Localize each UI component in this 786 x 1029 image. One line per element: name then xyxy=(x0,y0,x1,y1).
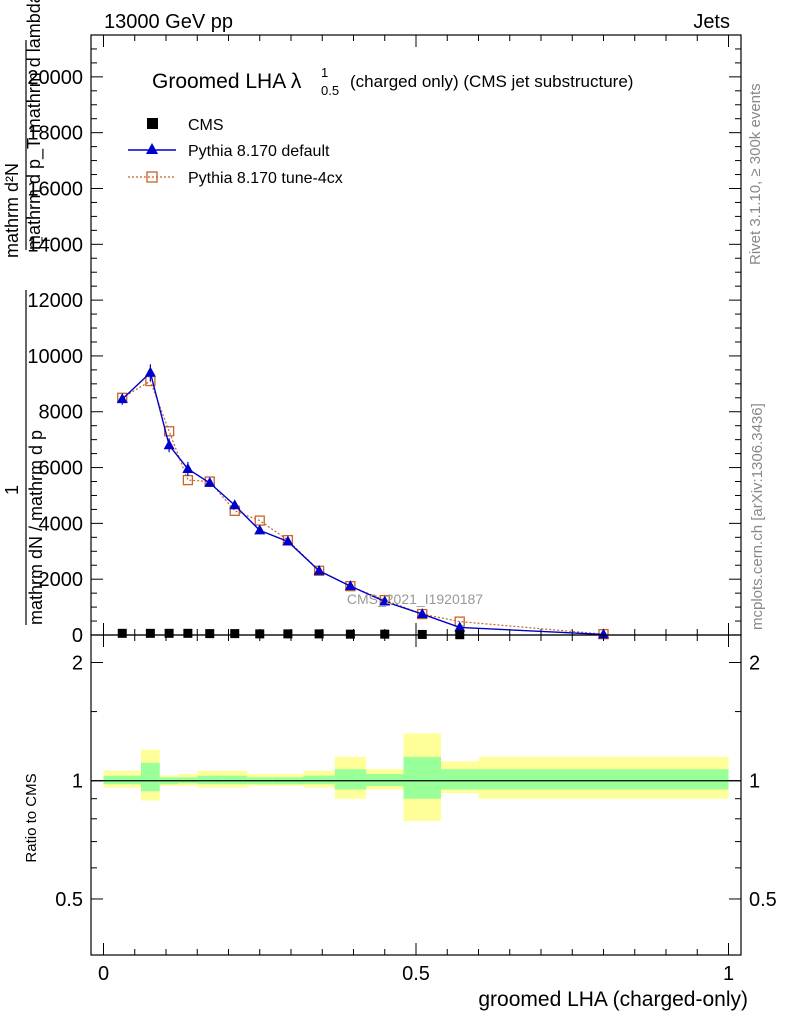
series-tune-point-2 xyxy=(163,426,175,437)
ratio-band-inner-1 xyxy=(141,762,160,792)
series-cms-point-8 xyxy=(314,629,324,639)
legend-label-tune: Pythia 8.170 tune-4cx xyxy=(188,170,343,187)
main-panel: 0 2000 4000 6000 8000 10000 12000 14000 16000 180… xyxy=(27,34,742,647)
series-cms-point-1 xyxy=(145,628,155,638)
series-default-point-13 xyxy=(598,628,609,639)
ratio-band-inner-13 xyxy=(478,769,729,790)
legend-label-cms: CMS xyxy=(188,117,224,134)
ratio-band-inner-0 xyxy=(103,775,141,785)
series-default-point-12 xyxy=(454,621,466,632)
y-tick-label-9: 18000 xyxy=(27,123,83,145)
title-sub: 0.5 xyxy=(321,83,339,98)
x-tick-label-0: 0 xyxy=(98,963,109,985)
ylabel-top: mathrm d²N xyxy=(2,163,22,258)
header-right: Jets xyxy=(693,11,730,33)
y-tick-label-4: 8000 xyxy=(39,402,84,424)
header-left: 13000 GeV pp xyxy=(104,11,233,33)
y-tick-label-7: 14000 xyxy=(27,234,83,256)
ratio-band-inner-8 xyxy=(303,775,335,785)
ratio-band-inner-12 xyxy=(441,769,479,790)
ylabel-bottom: mathrm d p_T mathrm d lambda xyxy=(24,0,45,250)
title-sup: 1 xyxy=(321,65,328,80)
ratio-panel: 0 0.5 1 0.5 0.5 1 1 2 2 xyxy=(55,634,777,985)
watermark: CMS_2021_I1920187 xyxy=(347,591,483,607)
y-tick-label-5: 10000 xyxy=(27,346,83,368)
series-default-point-5 xyxy=(229,499,241,510)
ylabel-sub: T xyxy=(39,236,53,244)
series-default-point-2 xyxy=(163,439,175,450)
series-cms-point-6 xyxy=(255,629,265,639)
title-main: Groomed LHA xyxy=(152,70,291,93)
series-cms-point-2 xyxy=(164,628,174,638)
title-symbol: λ xyxy=(291,70,302,93)
y-tick-label-3: 6000 xyxy=(39,458,84,480)
ylabel-outer-bottom: mathrm dN / mathrm d p xyxy=(26,430,46,625)
series-cms-point-3 xyxy=(183,628,193,638)
series-default-point-4 xyxy=(204,476,216,487)
y-tick-label-10: 20000 xyxy=(27,67,83,89)
ratio-tick-label-right-1: 1 xyxy=(749,771,760,793)
y-tick-label-6: 12000 xyxy=(27,290,83,312)
ratio-tick-label-left-0: 0.5 xyxy=(55,889,83,911)
series-cms-point-10 xyxy=(380,629,390,639)
series-default-point-3 xyxy=(182,462,194,473)
xlabel: groomed LHA (charged-only) xyxy=(478,988,748,1011)
series-default-point-11 xyxy=(416,608,428,619)
series-default-point-0 xyxy=(116,393,128,404)
y-tick-label-8: 16000 xyxy=(27,178,83,200)
y-tick-label-2: 4000 xyxy=(39,513,84,535)
mcplots-label: mcplots.cern.ch [arXiv:1306.3436] xyxy=(749,403,766,630)
series-cms-point-9 xyxy=(345,629,355,639)
legend-marker-default xyxy=(146,143,158,154)
series-cms-point-4 xyxy=(205,629,215,639)
chart-title: Groomed LHA λ xyxy=(152,70,302,93)
y-tick-label-1: 2000 xyxy=(39,569,84,591)
y-tick-label-0: 0 xyxy=(72,625,83,647)
rivet-label: Rivet 3.1.10, ≥ 300k events xyxy=(747,83,764,265)
ylabel-outer-top: 1 xyxy=(2,485,22,495)
ratio-tick-label-left-1: 1 xyxy=(72,771,83,793)
ratio-band-inner-10 xyxy=(366,774,404,786)
series-default-point-1 xyxy=(144,366,156,377)
ratio-band-inner-5 xyxy=(222,775,248,785)
ratio-ylabel: Ratio to CMS xyxy=(23,773,40,862)
series-default-point-8 xyxy=(313,564,325,575)
ratio-band-inner-11 xyxy=(403,756,441,799)
title-rest: (charged only) (CMS jet substructure) xyxy=(350,72,633,91)
legend: CMS Pythia 8.170 default Pythia 8.170 tu… xyxy=(128,117,343,187)
series-default-point-6 xyxy=(254,524,266,535)
x-tick-label-2: 1 xyxy=(723,963,734,985)
x-tick-label-1: 0.5 xyxy=(402,963,430,985)
series-cms-point-7 xyxy=(283,629,293,639)
legend-label-default: Pythia 8.170 default xyxy=(188,143,330,160)
series-default-point-10 xyxy=(379,595,391,606)
legend-marker-cms xyxy=(147,118,158,129)
series-cms-point-0 xyxy=(117,628,127,638)
ratio-tick-label-left-2: 2 xyxy=(72,653,83,675)
ratio-band-inner-9 xyxy=(334,769,366,790)
ratio-tick-label-right-2: 2 xyxy=(749,653,760,675)
ratio-tick-label-right-0: 0.5 xyxy=(749,889,777,911)
ratio-band-inner-4 xyxy=(197,775,223,785)
series-default-point-9 xyxy=(344,580,356,591)
legend-marker-tune xyxy=(146,171,158,183)
series-cms-point-5 xyxy=(230,629,240,639)
series-default-point-7 xyxy=(282,535,294,546)
